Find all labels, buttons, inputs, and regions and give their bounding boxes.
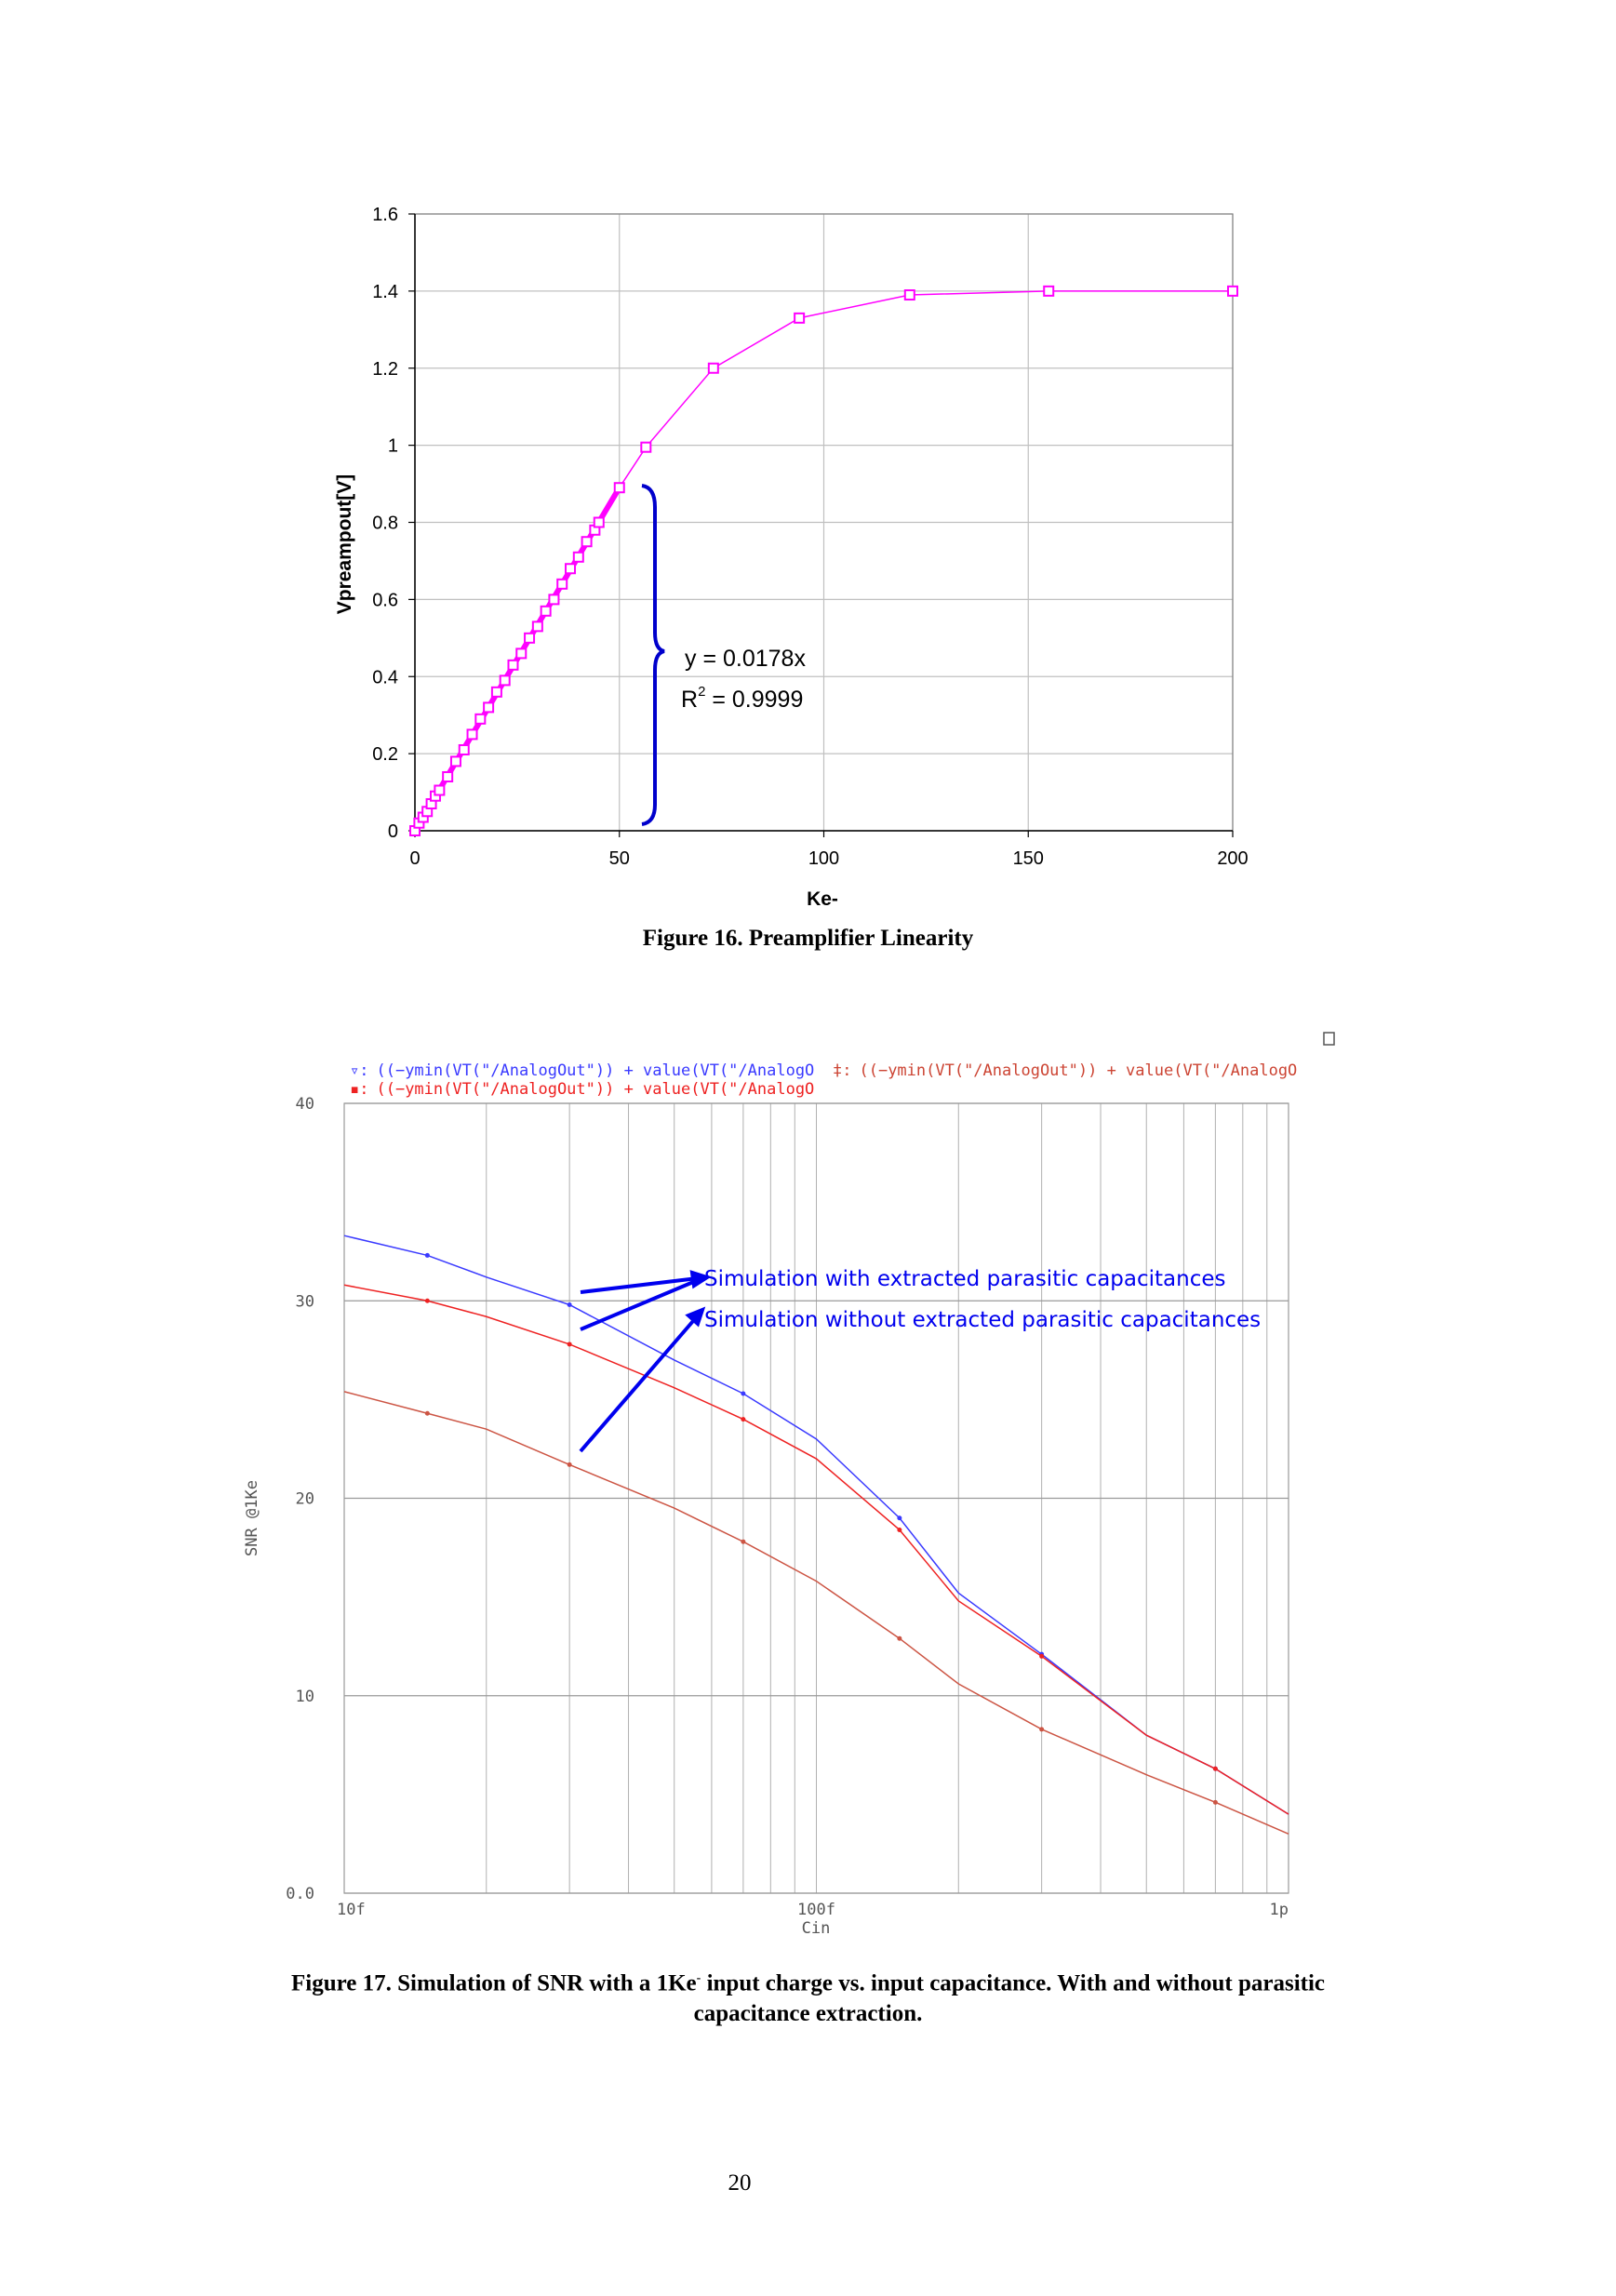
data-point [581,536,593,548]
data-point [640,441,652,453]
data-point [1039,1653,1045,1659]
x-tick-label: 100f [797,1901,835,1919]
x-tick-label: 100 [808,848,839,869]
snr-chart: ▿: ((−ymin(VT("/AnalogOut")) + value(VT("… [243,1032,1335,1938]
data-point [556,578,568,590]
page-number: 20 [728,2170,752,2196]
y-tick-label: 40 [296,1095,314,1114]
data-point [548,594,560,606]
data-point [524,632,536,644]
data-point [741,1417,746,1422]
y-axis-label: SNR @1Ke [243,1480,261,1556]
fit-equation: y = 0.0178x [685,646,806,672]
y-tick-label: 1 [388,436,398,457]
fit-range-brace [641,484,665,826]
figure17-caption-line2: capacitance extraction. [693,2001,923,2027]
series-line [343,1284,1289,1815]
annotation-arrows [579,1270,712,1453]
preamp-linearity-chart: 0 0.2 0.4 0.6 0.8 1 1.2 1.4 1.6 0 50 100 150 200 y = … [334,205,1249,910]
data-point [593,516,605,528]
data-point [903,289,915,301]
plot-area [343,1102,1289,1894]
data-point [424,1410,430,1416]
data-point [741,1391,746,1396]
annotation-with-parasitics: Simulation with extracted parasitic capa… [704,1267,1226,1291]
y-tick-label: 0 [388,821,398,842]
data-point [466,728,478,741]
data-point [897,1527,902,1532]
data-point [567,1462,572,1467]
data-point [531,621,543,633]
y-tick-label: 0.0 [286,1885,314,1903]
data-point [897,1515,902,1521]
data-point [1043,285,1055,297]
y-tick-label: 30 [296,1292,314,1311]
x-tick-label: 150 [1013,848,1044,869]
data-point [741,1539,746,1544]
data-point [515,647,528,660]
data-point [565,563,577,575]
data-point [434,784,446,796]
y-tick-label: 0.8 [372,514,398,534]
y-tick-label: 0.6 [372,590,398,610]
y-tick-label: 1.6 [372,205,398,225]
data-point [897,1635,902,1641]
x-tick-label: 10f [337,1901,366,1919]
data-point [474,713,487,725]
data-point [483,701,495,714]
data-point [1212,1766,1218,1771]
data-point [424,1252,430,1258]
x-axis-label: Ke- [807,888,838,910]
data-point [567,1342,572,1347]
data-point [707,362,719,374]
figure17-caption-part2: input charge vs. input capacitance. With… [701,1970,1326,1996]
fit-r2: R2 = 0.9999 [681,684,803,713]
legend-entry-brown: ‡: ((−ymin(VT("/AnalogOut")) + value(VT("… [833,1061,1297,1080]
y-tick-label: 1.2 [372,359,398,380]
annotation-without-parasitics: Simulation without extracted parasitic c… [704,1308,1261,1332]
x-tick-label: 50 [609,848,630,869]
y-axis-label: Vpreampout[V] [334,474,355,615]
data-point [572,551,584,563]
data-point [1227,285,1238,297]
data-point [442,770,454,782]
x-tick-label: 0 [409,848,420,869]
data-point [1212,1799,1218,1805]
data-point [794,312,806,324]
x-tick-label: 200 [1217,848,1248,869]
x-axis-label: Cin [802,1919,831,1938]
window-icon[interactable] [1323,1032,1335,1046]
figure16-caption: Figure 16. Preamplifier Linearity [642,926,974,951]
data-point [490,686,502,698]
legend-entry-blue: ▿: ((−ymin(VT("/AnalogOut")) + value(VT("… [350,1061,814,1080]
y-tick-label: 10 [296,1688,314,1706]
data-point [507,659,519,671]
y-tick-label: 20 [296,1490,314,1509]
legend-entry-red: ▪: ((−ymin(VT("/AnalogOut")) + value(VT("… [350,1080,814,1099]
y-tick-label: 0.4 [372,667,398,687]
figure17-caption-sup: - [696,1971,701,1985]
data-point [567,1302,572,1307]
series-line [343,1391,1289,1835]
data-point [424,1298,430,1303]
x-tick-label: 1p [1270,1901,1289,1919]
data-point [458,743,470,755]
data-point [499,674,511,687]
figure17-caption-part1: Figure 17. Simulation of SNR with a 1Ke [290,1970,697,1996]
data-point [449,755,461,768]
y-tick-label: 1.4 [372,282,398,302]
data-point [540,605,552,617]
data-point [1039,1727,1045,1732]
data-point [613,482,625,494]
figure17-caption: Figure 17. Simulation of SNR with a 1Ke-… [0,1963,1616,2029]
y-tick-label: 0.2 [372,744,398,765]
